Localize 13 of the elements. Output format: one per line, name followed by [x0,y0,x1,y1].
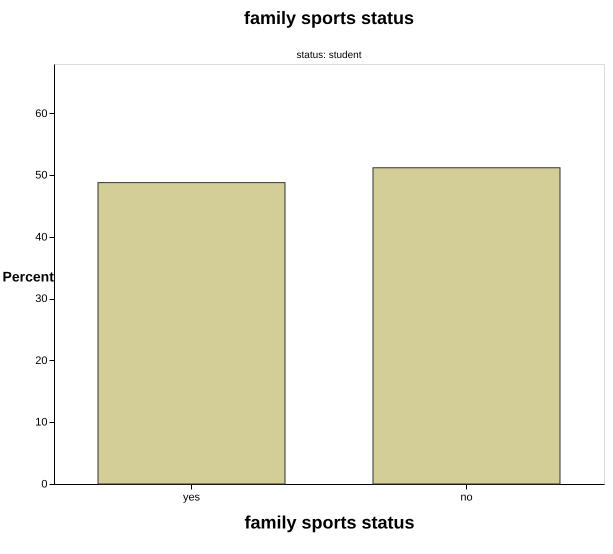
y-axis-title: Percent [2,268,54,284]
y-tick-label: 50 [35,170,48,182]
y-tick-label: 10 [35,416,48,429]
y-tick-label: 40 [35,231,48,244]
y-tick-label: 0 [41,478,48,490]
chart-subtitle: status: student [296,50,362,61]
x-axis-title: family sports status [244,512,415,532]
y-tick-label: 30 [35,293,48,306]
chart-title: family sports status [244,8,414,28]
y-tick-label: 60 [35,108,48,120]
x-tick-label: no [460,492,473,504]
x-tick-label: yes [182,492,201,504]
y-tick-label: 20 [35,354,48,367]
